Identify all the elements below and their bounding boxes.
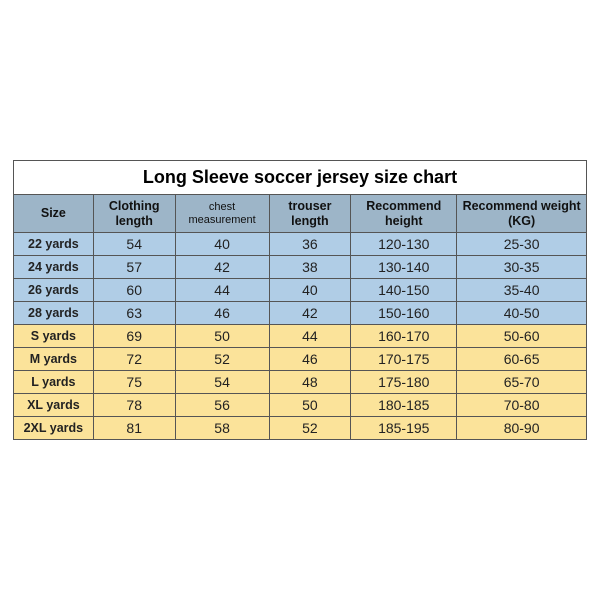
cell: 42 — [175, 255, 269, 278]
table-row: XL yards 78 56 50 180-185 70-80 — [14, 393, 587, 416]
cell: 130-140 — [351, 255, 457, 278]
cell: 40-50 — [457, 301, 587, 324]
cell-size: S yards — [14, 324, 94, 347]
cell-size: 24 yards — [14, 255, 94, 278]
cell: 48 — [269, 370, 351, 393]
table-body: 22 yards 54 40 36 120-130 25-30 24 yards… — [14, 232, 587, 439]
cell: 120-130 — [351, 232, 457, 255]
cell: 44 — [175, 278, 269, 301]
cell: 50 — [269, 393, 351, 416]
cell: 140-150 — [351, 278, 457, 301]
cell: 185-195 — [351, 416, 457, 439]
cell: 58 — [175, 416, 269, 439]
col-chest: chest measurement — [175, 195, 269, 233]
table-row: 24 yards 57 42 38 130-140 30-35 — [14, 255, 587, 278]
col-size: Size — [14, 195, 94, 233]
size-chart-table: Long Sleeve soccer jersey size chart Siz… — [13, 160, 587, 440]
cell-size: L yards — [14, 370, 94, 393]
cell: 75 — [93, 370, 175, 393]
cell: 52 — [175, 347, 269, 370]
cell: 78 — [93, 393, 175, 416]
cell: 72 — [93, 347, 175, 370]
table-title: Long Sleeve soccer jersey size chart — [14, 161, 587, 195]
cell: 25-30 — [457, 232, 587, 255]
cell: 69 — [93, 324, 175, 347]
cell-size: 2XL yards — [14, 416, 94, 439]
cell: 180-185 — [351, 393, 457, 416]
cell-size: M yards — [14, 347, 94, 370]
cell: 42 — [269, 301, 351, 324]
col-clothing: Clothing length — [93, 195, 175, 233]
cell-size: 26 yards — [14, 278, 94, 301]
cell: 36 — [269, 232, 351, 255]
cell: 54 — [93, 232, 175, 255]
cell: 35-40 — [457, 278, 587, 301]
cell: 54 — [175, 370, 269, 393]
cell-size: XL yards — [14, 393, 94, 416]
table-row: M yards 72 52 46 170-175 60-65 — [14, 347, 587, 370]
cell: 46 — [175, 301, 269, 324]
cell: 52 — [269, 416, 351, 439]
table-row: 28 yards 63 46 42 150-160 40-50 — [14, 301, 587, 324]
cell: 40 — [269, 278, 351, 301]
cell: 63 — [93, 301, 175, 324]
col-height: Recommend height — [351, 195, 457, 233]
cell: 30-35 — [457, 255, 587, 278]
cell: 80-90 — [457, 416, 587, 439]
cell: 65-70 — [457, 370, 587, 393]
table-row: 22 yards 54 40 36 120-130 25-30 — [14, 232, 587, 255]
cell: 50-60 — [457, 324, 587, 347]
col-trouser: trouser length — [269, 195, 351, 233]
cell: 38 — [269, 255, 351, 278]
cell-size: 22 yards — [14, 232, 94, 255]
cell-size: 28 yards — [14, 301, 94, 324]
cell: 150-160 — [351, 301, 457, 324]
cell: 175-180 — [351, 370, 457, 393]
table-row: 26 yards 60 44 40 140-150 35-40 — [14, 278, 587, 301]
cell: 60-65 — [457, 347, 587, 370]
cell: 160-170 — [351, 324, 457, 347]
cell: 60 — [93, 278, 175, 301]
cell: 50 — [175, 324, 269, 347]
cell: 81 — [93, 416, 175, 439]
cell: 56 — [175, 393, 269, 416]
cell: 70-80 — [457, 393, 587, 416]
cell: 46 — [269, 347, 351, 370]
table-row: S yards 69 50 44 160-170 50-60 — [14, 324, 587, 347]
table-row: L yards 75 54 48 175-180 65-70 — [14, 370, 587, 393]
cell: 170-175 — [351, 347, 457, 370]
cell: 44 — [269, 324, 351, 347]
page: Long Sleeve soccer jersey size chart Siz… — [0, 0, 600, 600]
header-row: Size Clothing length chest measurement t… — [14, 195, 587, 233]
cell: 40 — [175, 232, 269, 255]
cell: 57 — [93, 255, 175, 278]
col-weight: Recommend weight (KG) — [457, 195, 587, 233]
table-row: 2XL yards 81 58 52 185-195 80-90 — [14, 416, 587, 439]
